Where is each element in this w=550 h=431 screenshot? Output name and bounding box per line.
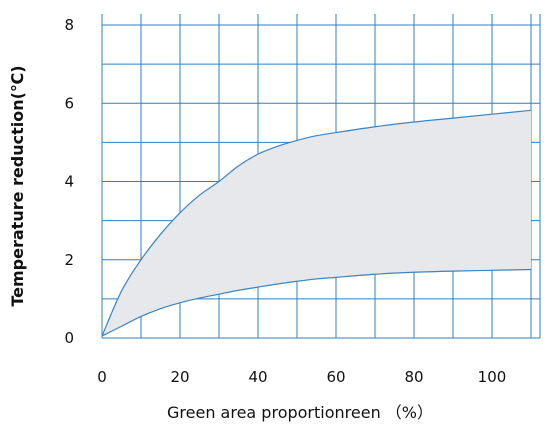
- x-tick-label: 20: [170, 368, 189, 386]
- x-axis-tick-labels: 0 20 40 60 80 100: [97, 368, 506, 386]
- y-axis-title: Temperature reduction(℃): [8, 65, 27, 306]
- y-tick-label: 8: [64, 16, 74, 34]
- lower-bound-line: [101, 268, 532, 337]
- y-axis-tick-labels: 0 2 4 6 8: [64, 16, 74, 347]
- x-tick-label: 100: [478, 368, 507, 386]
- y-tick-label: 0: [64, 329, 74, 347]
- x-tick-label: 80: [404, 368, 423, 386]
- temperature-reduction-band: [102, 110, 531, 337]
- x-tick-label: 60: [326, 368, 345, 386]
- x-axis-title: Green area proportionreen （%）: [167, 403, 433, 422]
- y-tick-label: 4: [64, 173, 74, 191]
- y-tick-label: 2: [64, 251, 74, 269]
- y-tick-label: 6: [64, 94, 74, 112]
- upper-bound-line: [101, 109, 532, 337]
- x-tick-label: 0: [97, 368, 107, 386]
- x-tick-label: 40: [248, 368, 267, 386]
